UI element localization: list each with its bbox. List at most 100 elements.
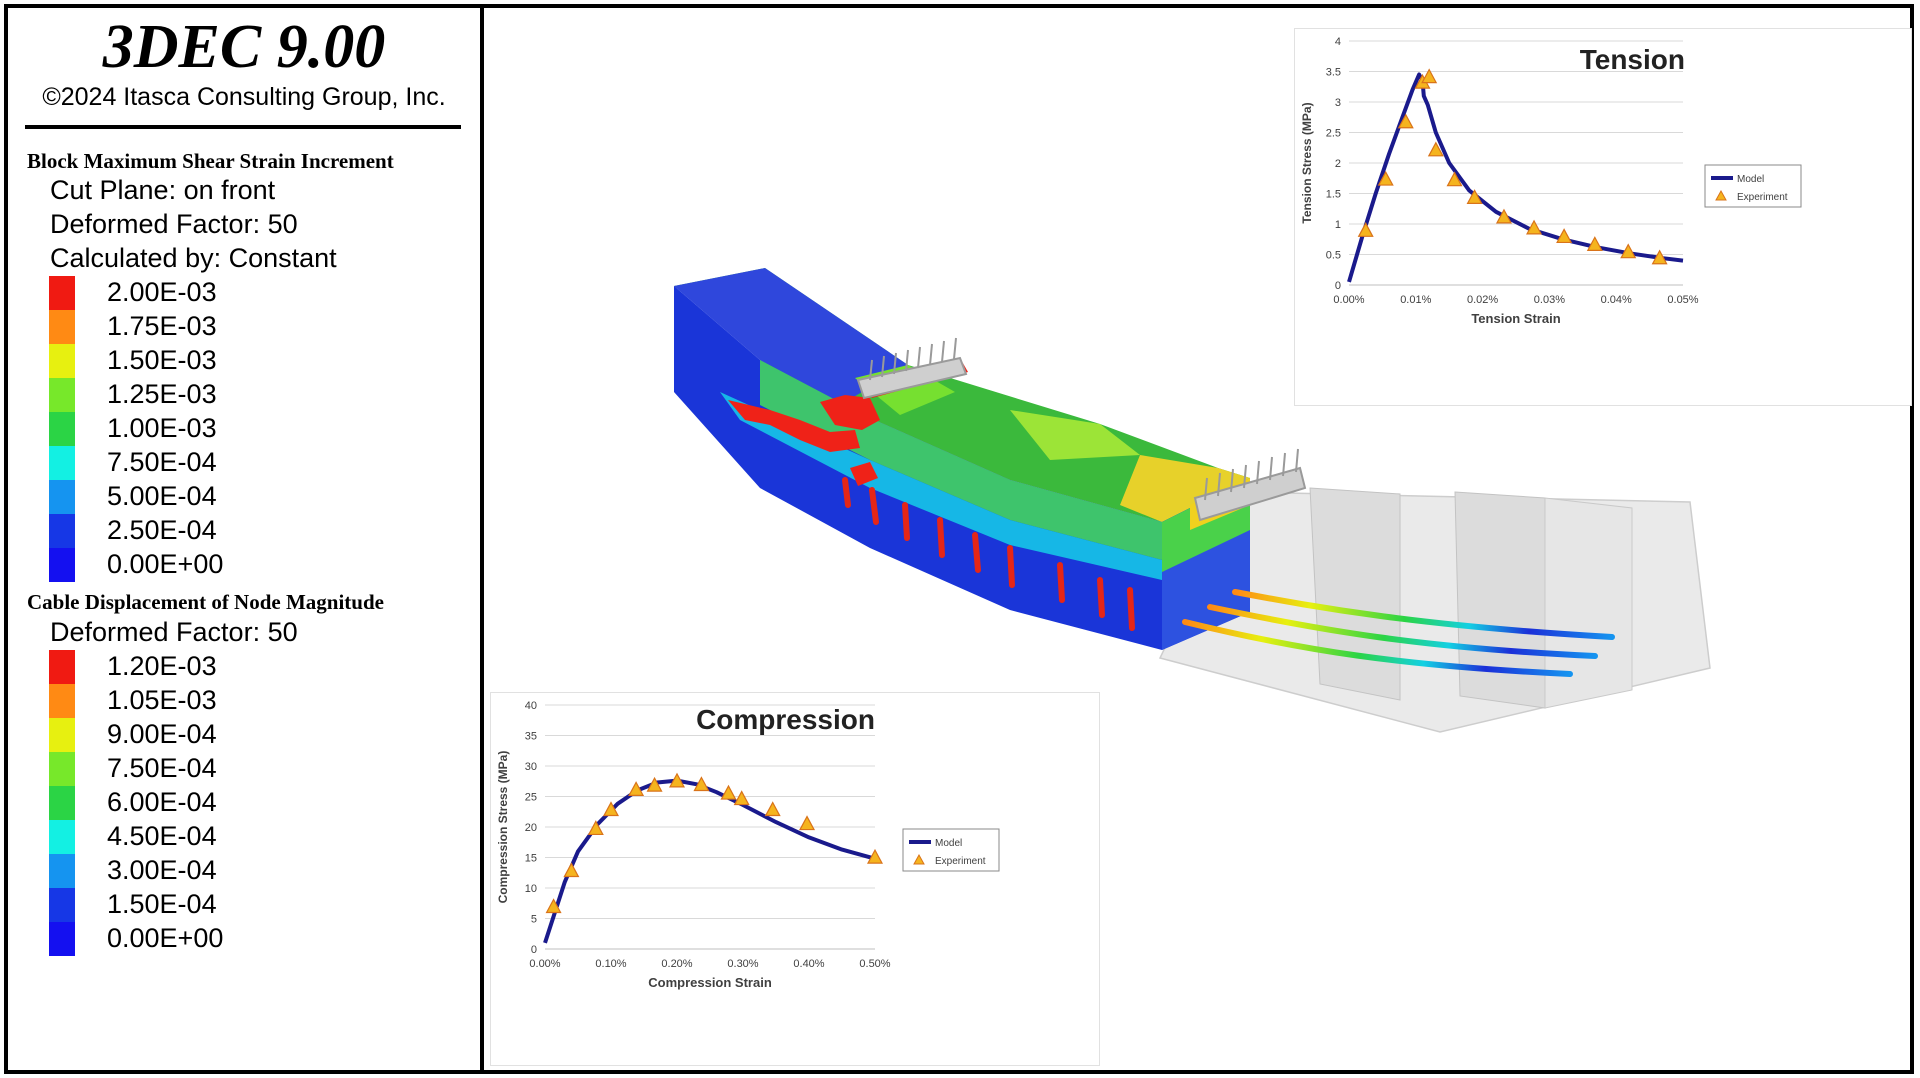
scale-label: 3.00E-04: [107, 855, 217, 885]
color-swatch: [49, 310, 75, 344]
color-swatch: [49, 854, 75, 888]
load-plate-left: [856, 337, 968, 400]
experiment-marker: [799, 815, 816, 831]
color-swatch: [49, 718, 75, 752]
color-swatch: [49, 786, 75, 820]
x-tick-label: 0.50%: [859, 958, 890, 970]
color-swatch: [49, 650, 75, 684]
color-swatch: [49, 480, 75, 514]
chart-title: Compression: [696, 704, 875, 735]
cut-plane-text: Cut Plane: on front: [50, 175, 276, 205]
y-tick-label: 25: [525, 792, 537, 804]
x-tick-label: 0.04%: [1601, 294, 1632, 306]
experiment-marker: [1427, 141, 1444, 157]
y-tick-label: 40: [525, 700, 537, 712]
scale-label: 1.25E-03: [107, 379, 217, 409]
experiment-marker: [563, 862, 580, 878]
experiment-marker: [602, 801, 620, 817]
y-tick-label: 0: [1335, 280, 1341, 292]
y-tick-label: 20: [525, 822, 537, 834]
scale-label: 1.20E-03: [107, 651, 217, 681]
experiment-marker: [1446, 171, 1463, 187]
color-swatch: [49, 548, 75, 582]
block-color-scale: [49, 276, 75, 582]
y-tick-label: 0.5: [1326, 250, 1341, 262]
scale-label: 2.00E-03: [107, 277, 217, 307]
y-tick-label: 2.5: [1326, 128, 1341, 140]
y-tick-label: 3: [1335, 97, 1341, 109]
x-axis-label: Tension Strain: [1471, 311, 1560, 326]
block-section-title: Block Maximum Shear Strain Increment: [27, 149, 394, 173]
x-tick-label: 0.10%: [595, 958, 626, 970]
compression-chart: 0 5 10 15 20 25 30 35 40 0.00% 0.10% 0.20% 0.30% 0.40…: [490, 692, 1100, 1066]
legend-model-label: Model: [1737, 174, 1764, 185]
scale-label: 0.00E+00: [107, 923, 224, 953]
y-tick-label: 0: [531, 944, 537, 956]
color-swatch: [49, 276, 75, 310]
scale-label: 1.00E-03: [107, 413, 217, 443]
x-tick-label: 0.03%: [1534, 294, 1565, 306]
block-deformed-factor-text: Deformed Factor: 50: [50, 209, 298, 239]
chart-legend: Model Experiment: [902, 828, 1000, 872]
experiment-marker: [693, 776, 710, 792]
scale-label: 1.05E-03: [107, 685, 217, 715]
chart-legend: Model Experiment: [1704, 164, 1802, 208]
tension-chart-svg: 0 0.5 1 1.5 2 2.5 3 3.5 4 0.00% 0.01% 0.02% 0.03% 0.0…: [1300, 36, 1802, 326]
y-tick-label: 35: [525, 731, 537, 743]
calculated-by-text: Calculated by: Constant: [50, 243, 337, 273]
experiment-marker: [1651, 249, 1668, 265]
color-swatch: [49, 922, 75, 956]
copyright-text: ©2024 Itasca Consulting Group, Inc.: [42, 83, 446, 111]
x-tick-label: 0.00%: [1333, 294, 1364, 306]
experiment-marker: [628, 781, 645, 797]
series-line-model: [1347, 72, 1684, 283]
cable-color-scale: [49, 650, 75, 956]
y-axis-label: Compression Stress (MPa): [496, 751, 510, 904]
scale-label: 6.00E-04: [107, 787, 217, 817]
panel-divider: [480, 4, 484, 1074]
experiment-marker: [646, 776, 663, 792]
cable-section-title: Cable Displacement of Node Magnitude: [27, 590, 384, 614]
x-axis-label: Compression Strain: [648, 975, 772, 990]
experiment-marker: [545, 898, 562, 914]
y-tick-label: 30: [525, 761, 537, 773]
legend-experiment-swatch: [1715, 189, 1727, 201]
scale-label: 1.50E-03: [107, 345, 217, 375]
x-tick-label: 0.05%: [1667, 294, 1698, 306]
experiment-marker: [1556, 228, 1573, 244]
legend-experiment-label: Experiment: [1737, 192, 1788, 203]
tension-chart: 0 0.5 1 1.5 2 2.5 3 3.5 4 0.00% 0.01% 0.02% 0.03% 0.0…: [1294, 28, 1912, 406]
x-tick-label: 0.00%: [529, 958, 560, 970]
y-tick-label: 1.5: [1326, 189, 1341, 201]
color-swatch: [49, 344, 75, 378]
y-tick-label: 15: [525, 853, 537, 865]
load-plate-right: [1193, 448, 1307, 522]
compression-chart-svg: 0 5 10 15 20 25 30 35 40 0.00% 0.10% 0.20% 0.30% 0.40…: [496, 700, 1000, 990]
y-tick-label: 1: [1335, 219, 1341, 231]
cables: [1182, 589, 1615, 677]
y-tick-label: 2: [1335, 158, 1341, 170]
legend-experiment-swatch: [913, 853, 925, 865]
y-tick-label: 4: [1335, 36, 1341, 48]
scale-label: 1.75E-03: [107, 311, 217, 341]
x-tick-label: 0.40%: [793, 958, 824, 970]
experiment-marker: [1526, 219, 1543, 235]
y-tick-label: 10: [525, 883, 537, 895]
experiment-marker: [1620, 243, 1637, 259]
beam-model-3d[interactable]: [484, 8, 1910, 1070]
scale-label: 0.00E+00: [107, 549, 224, 579]
experiment-marker: [1466, 189, 1483, 204]
color-swatch: [49, 446, 75, 480]
model-viewport[interactable]: 0 0.5 1 1.5 2 2.5 3 3.5 4 0.00% 0.01% 0.02% 0.03% 0.0…: [484, 8, 1912, 1070]
experiment-marker: [587, 820, 604, 836]
experiment-marker: [1397, 113, 1414, 129]
experiment-marker: [1421, 68, 1438, 84]
scale-label: 2.50E-04: [107, 515, 217, 545]
cable-deformed-factor-text: Deformed Factor: 50: [50, 617, 298, 647]
scale-label: 5.00E-04: [107, 481, 217, 511]
chart-title: Tension: [1580, 44, 1685, 75]
x-tick-label: 0.20%: [661, 958, 692, 970]
color-swatch: [49, 412, 75, 446]
y-tick-label: 5: [531, 914, 537, 926]
color-swatch: [49, 888, 75, 922]
